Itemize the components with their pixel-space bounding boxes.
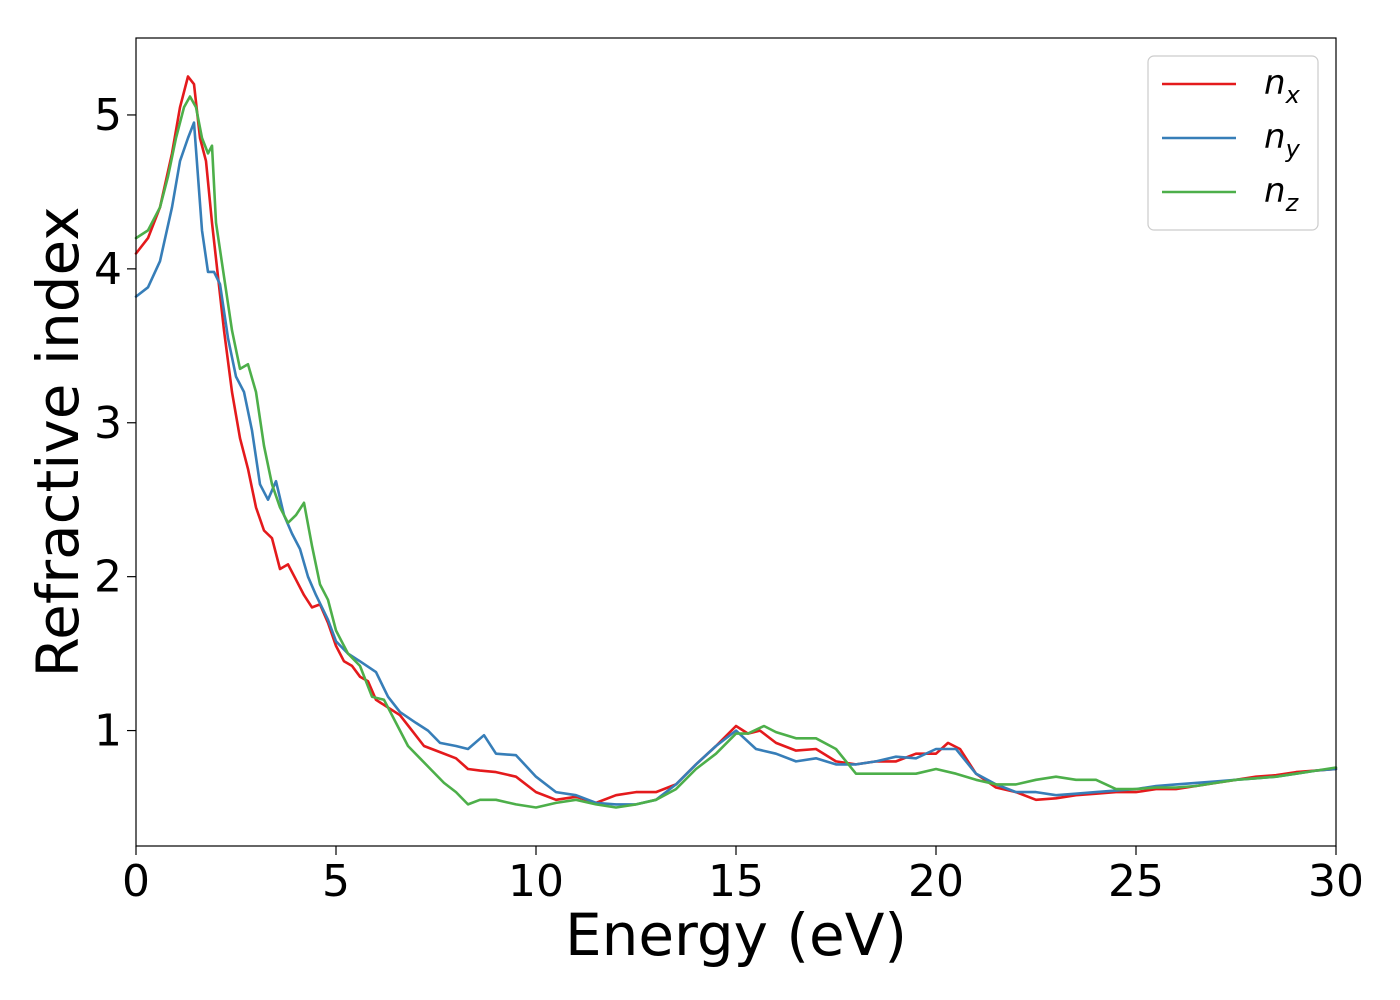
series-line-z: [134, 95, 1338, 809]
legend-label-subscript: z: [1285, 189, 1300, 217]
series-line-x: [134, 75, 1338, 805]
x-tick-label: 25: [1108, 856, 1164, 907]
legend-label-base: n: [1264, 117, 1286, 157]
series-layer: [134, 75, 1338, 809]
x-axis-ticks: 0 5 10 15 20 25 30: [122, 846, 1364, 907]
legend-label-x: nx: [1264, 63, 1301, 109]
x-tick-label: 15: [708, 856, 764, 907]
legend-label-subscript: x: [1285, 81, 1301, 109]
x-tick-label: 10: [508, 856, 564, 907]
y-tick-label: 1: [94, 706, 122, 757]
plot-area: [136, 38, 1336, 846]
x-tick-label: 20: [908, 856, 964, 907]
y-tick-label: 2: [94, 552, 122, 603]
y-tick-label: 4: [94, 244, 122, 295]
legend-label-base: n: [1264, 63, 1286, 103]
y-tick-label: 3: [94, 398, 122, 449]
y-tick-label: 5: [94, 90, 122, 141]
x-tick-label: 0: [122, 856, 150, 907]
x-axis-title: Energy (eV): [565, 901, 907, 969]
x-tick-label: 30: [1308, 856, 1364, 907]
legend-label-subscript: y: [1285, 135, 1301, 163]
legend-label-z: nz: [1264, 171, 1300, 217]
series-line-y: [134, 121, 1338, 806]
legend-label-y: ny: [1264, 117, 1301, 163]
y-axis-ticks: 1 2 3 4 5: [94, 90, 136, 757]
legend-box: [1147, 55, 1319, 231]
y-axis-title: Refractive index: [24, 206, 92, 677]
legend-label-base: n: [1264, 171, 1286, 211]
x-tick-label: 5: [322, 856, 350, 907]
